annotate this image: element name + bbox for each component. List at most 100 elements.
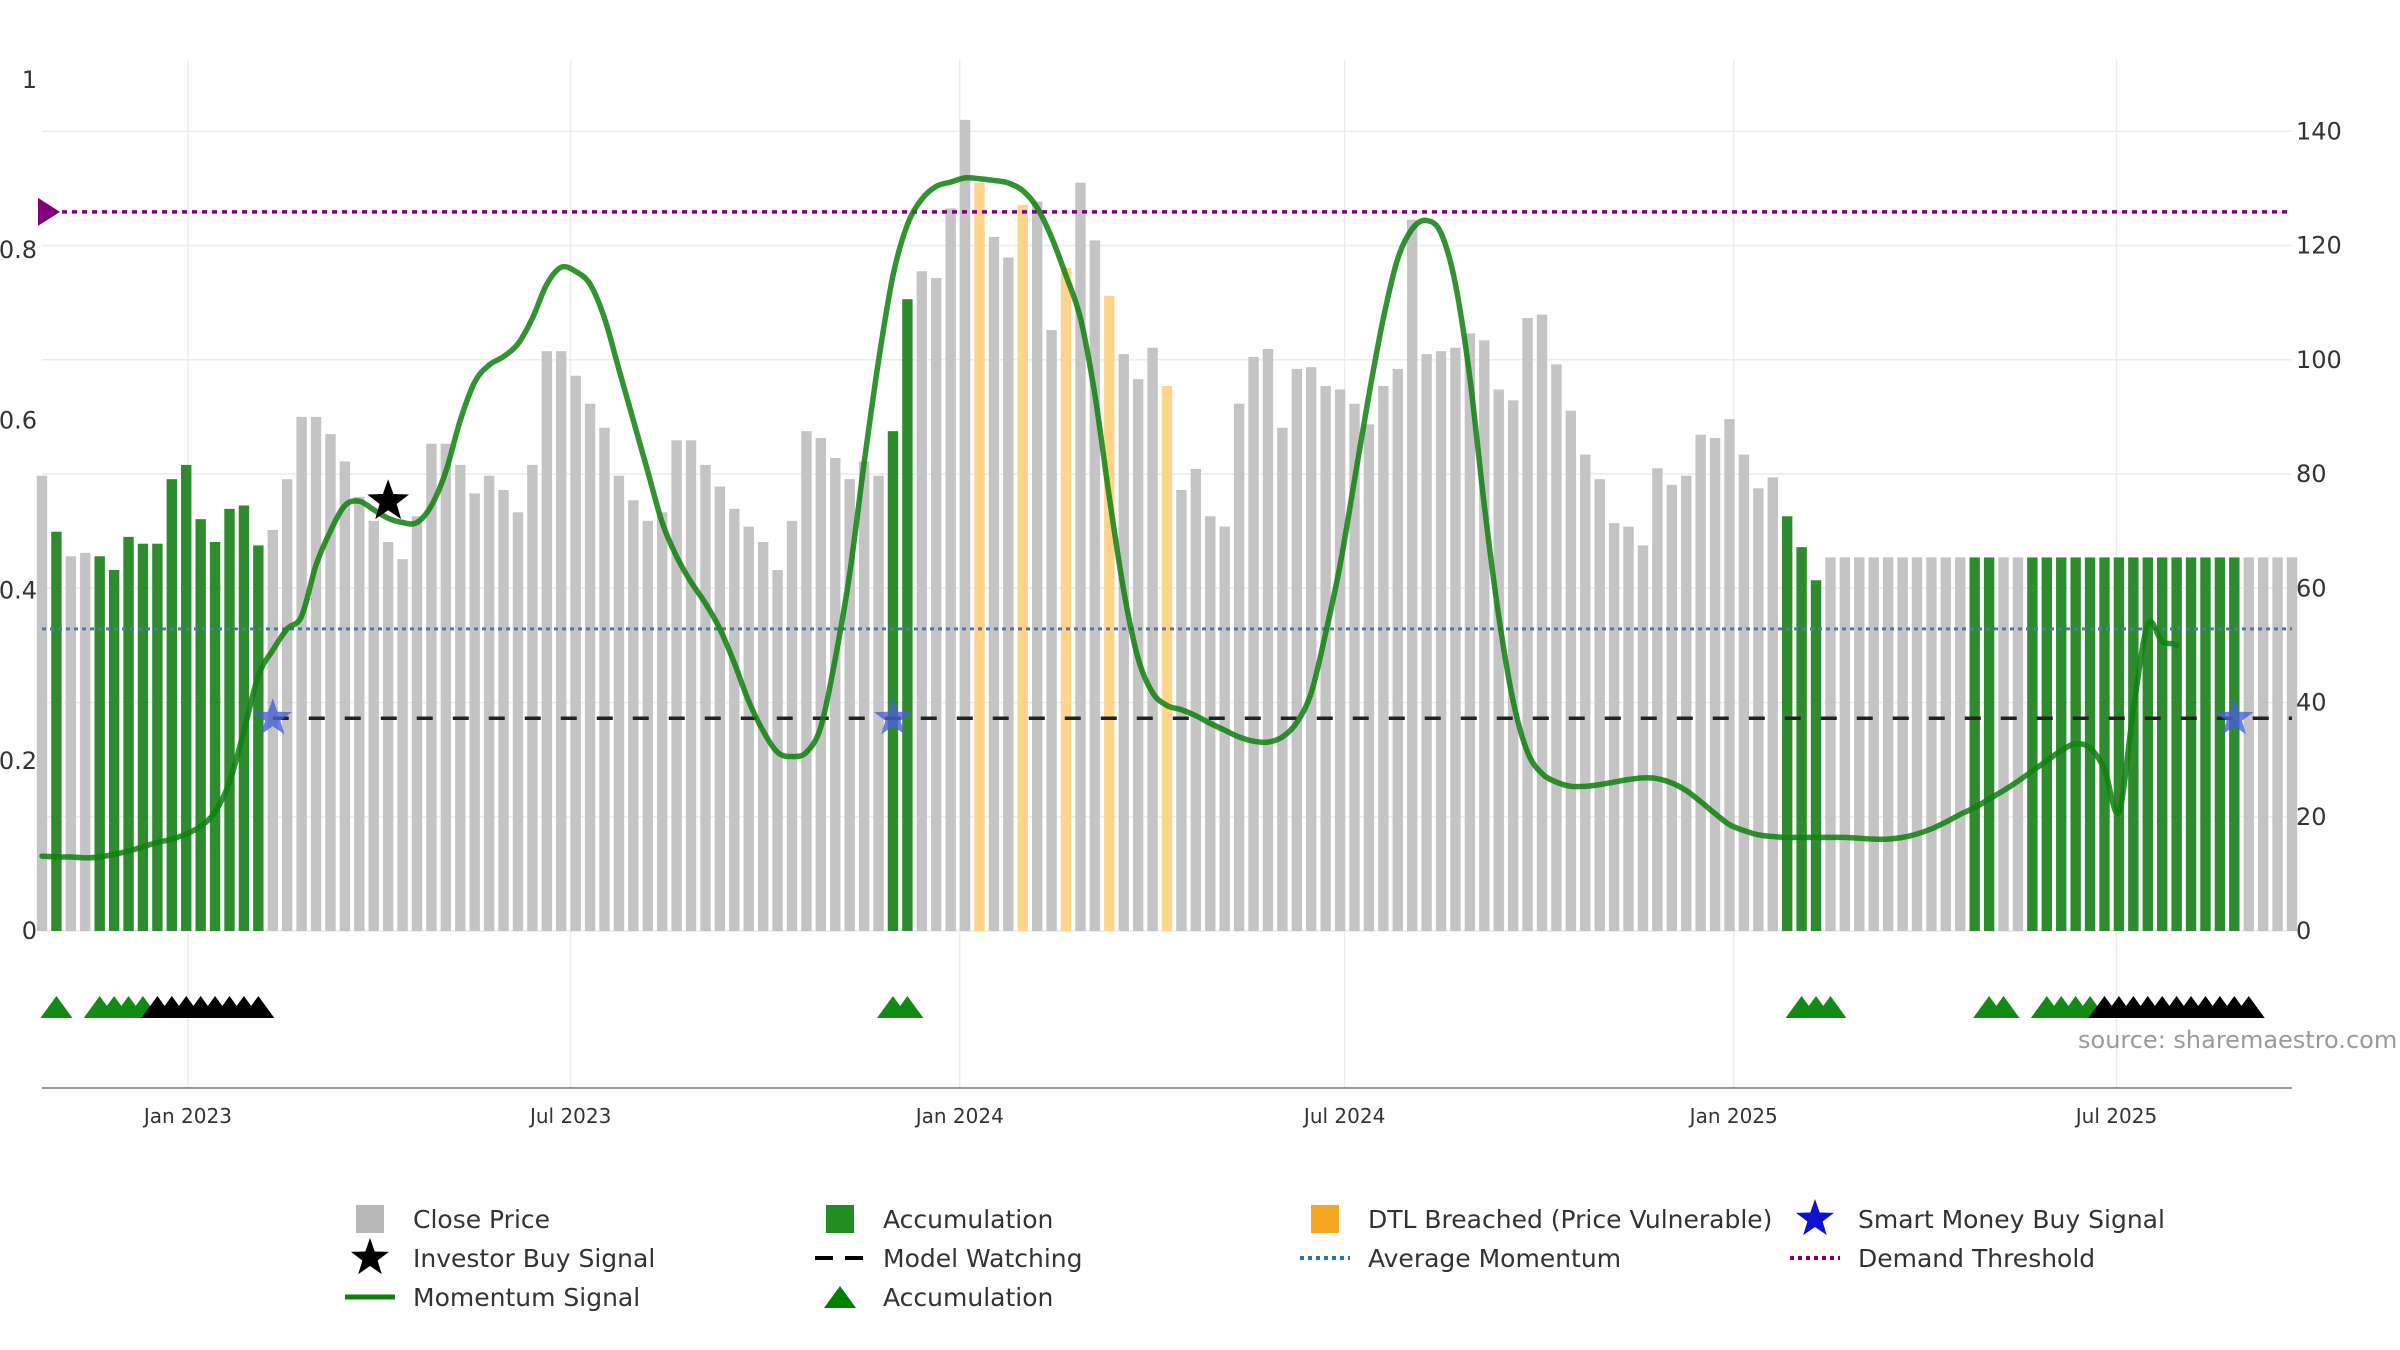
close-price-bar — [1955, 557, 1966, 931]
close-price-bar — [873, 475, 884, 931]
close-price-bar — [1825, 557, 1836, 931]
accumulation-bar — [2171, 557, 2182, 931]
accumulation-bar — [94, 556, 105, 931]
close-price-bar — [1147, 347, 1158, 931]
close-price-bar — [844, 479, 855, 931]
accumulation-bar — [902, 299, 913, 931]
close-price-bar — [1046, 330, 1057, 932]
dtl-breached-bar — [974, 182, 985, 932]
close-price-bar — [354, 496, 365, 931]
close-price-bar — [411, 516, 423, 931]
close-price-bar — [613, 475, 625, 931]
close-price-bar — [931, 278, 942, 932]
close-price-bar — [743, 526, 754, 931]
close-price-bar — [671, 440, 682, 931]
close-price-bar — [1075, 182, 1086, 932]
close-price-bar — [1392, 368, 1403, 931]
accumulation-triangle — [40, 996, 73, 1018]
close-price-bar — [1940, 557, 1952, 931]
close-price-bar — [1623, 526, 1634, 931]
close-price-bar — [1551, 364, 1562, 931]
close-price-bar — [512, 512, 524, 931]
close-price-bar — [1724, 419, 1735, 931]
close-price-bar — [685, 440, 697, 931]
close-price-bar — [700, 464, 711, 931]
left-axis-tick-label: 0.6 — [0, 406, 37, 434]
bars — [36, 119, 2298, 932]
close-price-bar — [1926, 557, 1937, 931]
accumulation-bar — [2142, 557, 2153, 931]
close-price-bar — [1118, 354, 1129, 931]
close-price-bar — [1233, 403, 1245, 931]
close-price-bar — [858, 461, 870, 931]
accumulation-bar — [2157, 557, 2168, 931]
accumulation-bar — [2056, 557, 2067, 931]
accumulation-bar — [195, 519, 206, 931]
close-price-bar — [368, 520, 379, 931]
left-axis-tick-label: 1 — [22, 66, 37, 94]
close-price-bar — [1580, 454, 1591, 931]
close-price-bar — [1608, 523, 1620, 931]
accumulation-bar — [2128, 557, 2139, 931]
close-price-bar — [642, 520, 653, 931]
right-axis-tick-label: 100 — [2296, 346, 2342, 374]
close-price-bar — [1248, 356, 1259, 932]
signal-markers — [40, 479, 2265, 1018]
x-axis-tick-label: Jul 2024 — [1302, 1104, 1385, 1128]
close-price-bar — [1277, 427, 1288, 931]
close-price-bar — [815, 438, 827, 931]
close-price-bar — [1868, 557, 1879, 931]
close-price-bar — [65, 556, 77, 931]
close-price-bar — [36, 475, 48, 931]
accumulation-bar — [181, 464, 192, 931]
right-axis-tick-label: 20 — [2296, 803, 2327, 831]
close-price-bar — [382, 541, 394, 931]
close-price-bar — [1767, 477, 1778, 931]
close-price-bar — [541, 351, 552, 932]
close-price-bar — [714, 486, 726, 931]
close-price-bar — [1407, 219, 1418, 932]
x-axis-tick-label: Jan 2023 — [142, 1104, 232, 1128]
accumulation-bar — [238, 505, 250, 931]
right-axis-tick-label: 120 — [2296, 232, 2342, 260]
accumulation-bar — [1796, 547, 1807, 931]
close-price-bar — [339, 461, 351, 931]
accumulation-bar — [1810, 580, 1822, 931]
close-price-bar — [1464, 333, 1476, 931]
accumulation-triangle — [891, 996, 924, 1018]
close-price-bar — [1753, 488, 1764, 931]
accumulation-bar — [1969, 557, 1980, 931]
close-price-bar — [801, 431, 812, 931]
close-price-bar — [584, 403, 596, 931]
dtl-breached-bar — [1017, 204, 1028, 931]
close-price-bar — [1479, 340, 1490, 931]
close-price-bar — [1594, 479, 1605, 931]
close-price-bar — [1320, 386, 1331, 931]
x-axis-tick-label: Jan 2025 — [1688, 1104, 1778, 1128]
close-price-bar — [1882, 557, 1894, 931]
source-text: source: sharemaestro.com — [2078, 1026, 2398, 1054]
close-price-bar — [1190, 468, 1202, 931]
investor-triangle — [2232, 996, 2265, 1018]
close-price-bar — [1262, 348, 1274, 931]
accumulation-triangle — [1987, 996, 2020, 1018]
close-price-bar — [80, 552, 91, 931]
close-price-bar — [1089, 240, 1101, 931]
demand-threshold-marker — [38, 197, 60, 226]
left-axis-tick-label: 0 — [22, 917, 37, 945]
close-price-bar — [1306, 367, 1317, 932]
accumulation-bar — [152, 543, 163, 931]
accumulation-bar — [1782, 516, 1793, 931]
close-price-bar — [1421, 354, 1432, 931]
close-price-bar — [1637, 545, 1649, 931]
investor-buy-signal-star — [367, 479, 410, 520]
close-price-bar — [1738, 454, 1750, 931]
accumulation-bar — [2229, 557, 2240, 931]
accumulation-triangle — [1814, 996, 1847, 1018]
accumulation-bar — [1983, 557, 1995, 931]
close-price-bar — [599, 427, 610, 931]
x-axis-tick-label: Jul 2025 — [2074, 1104, 2157, 1128]
right-axis-tick-label: 60 — [2296, 574, 2327, 602]
left-axis-tick-label: 0.4 — [0, 577, 37, 605]
close-price-bar — [2243, 557, 2254, 931]
